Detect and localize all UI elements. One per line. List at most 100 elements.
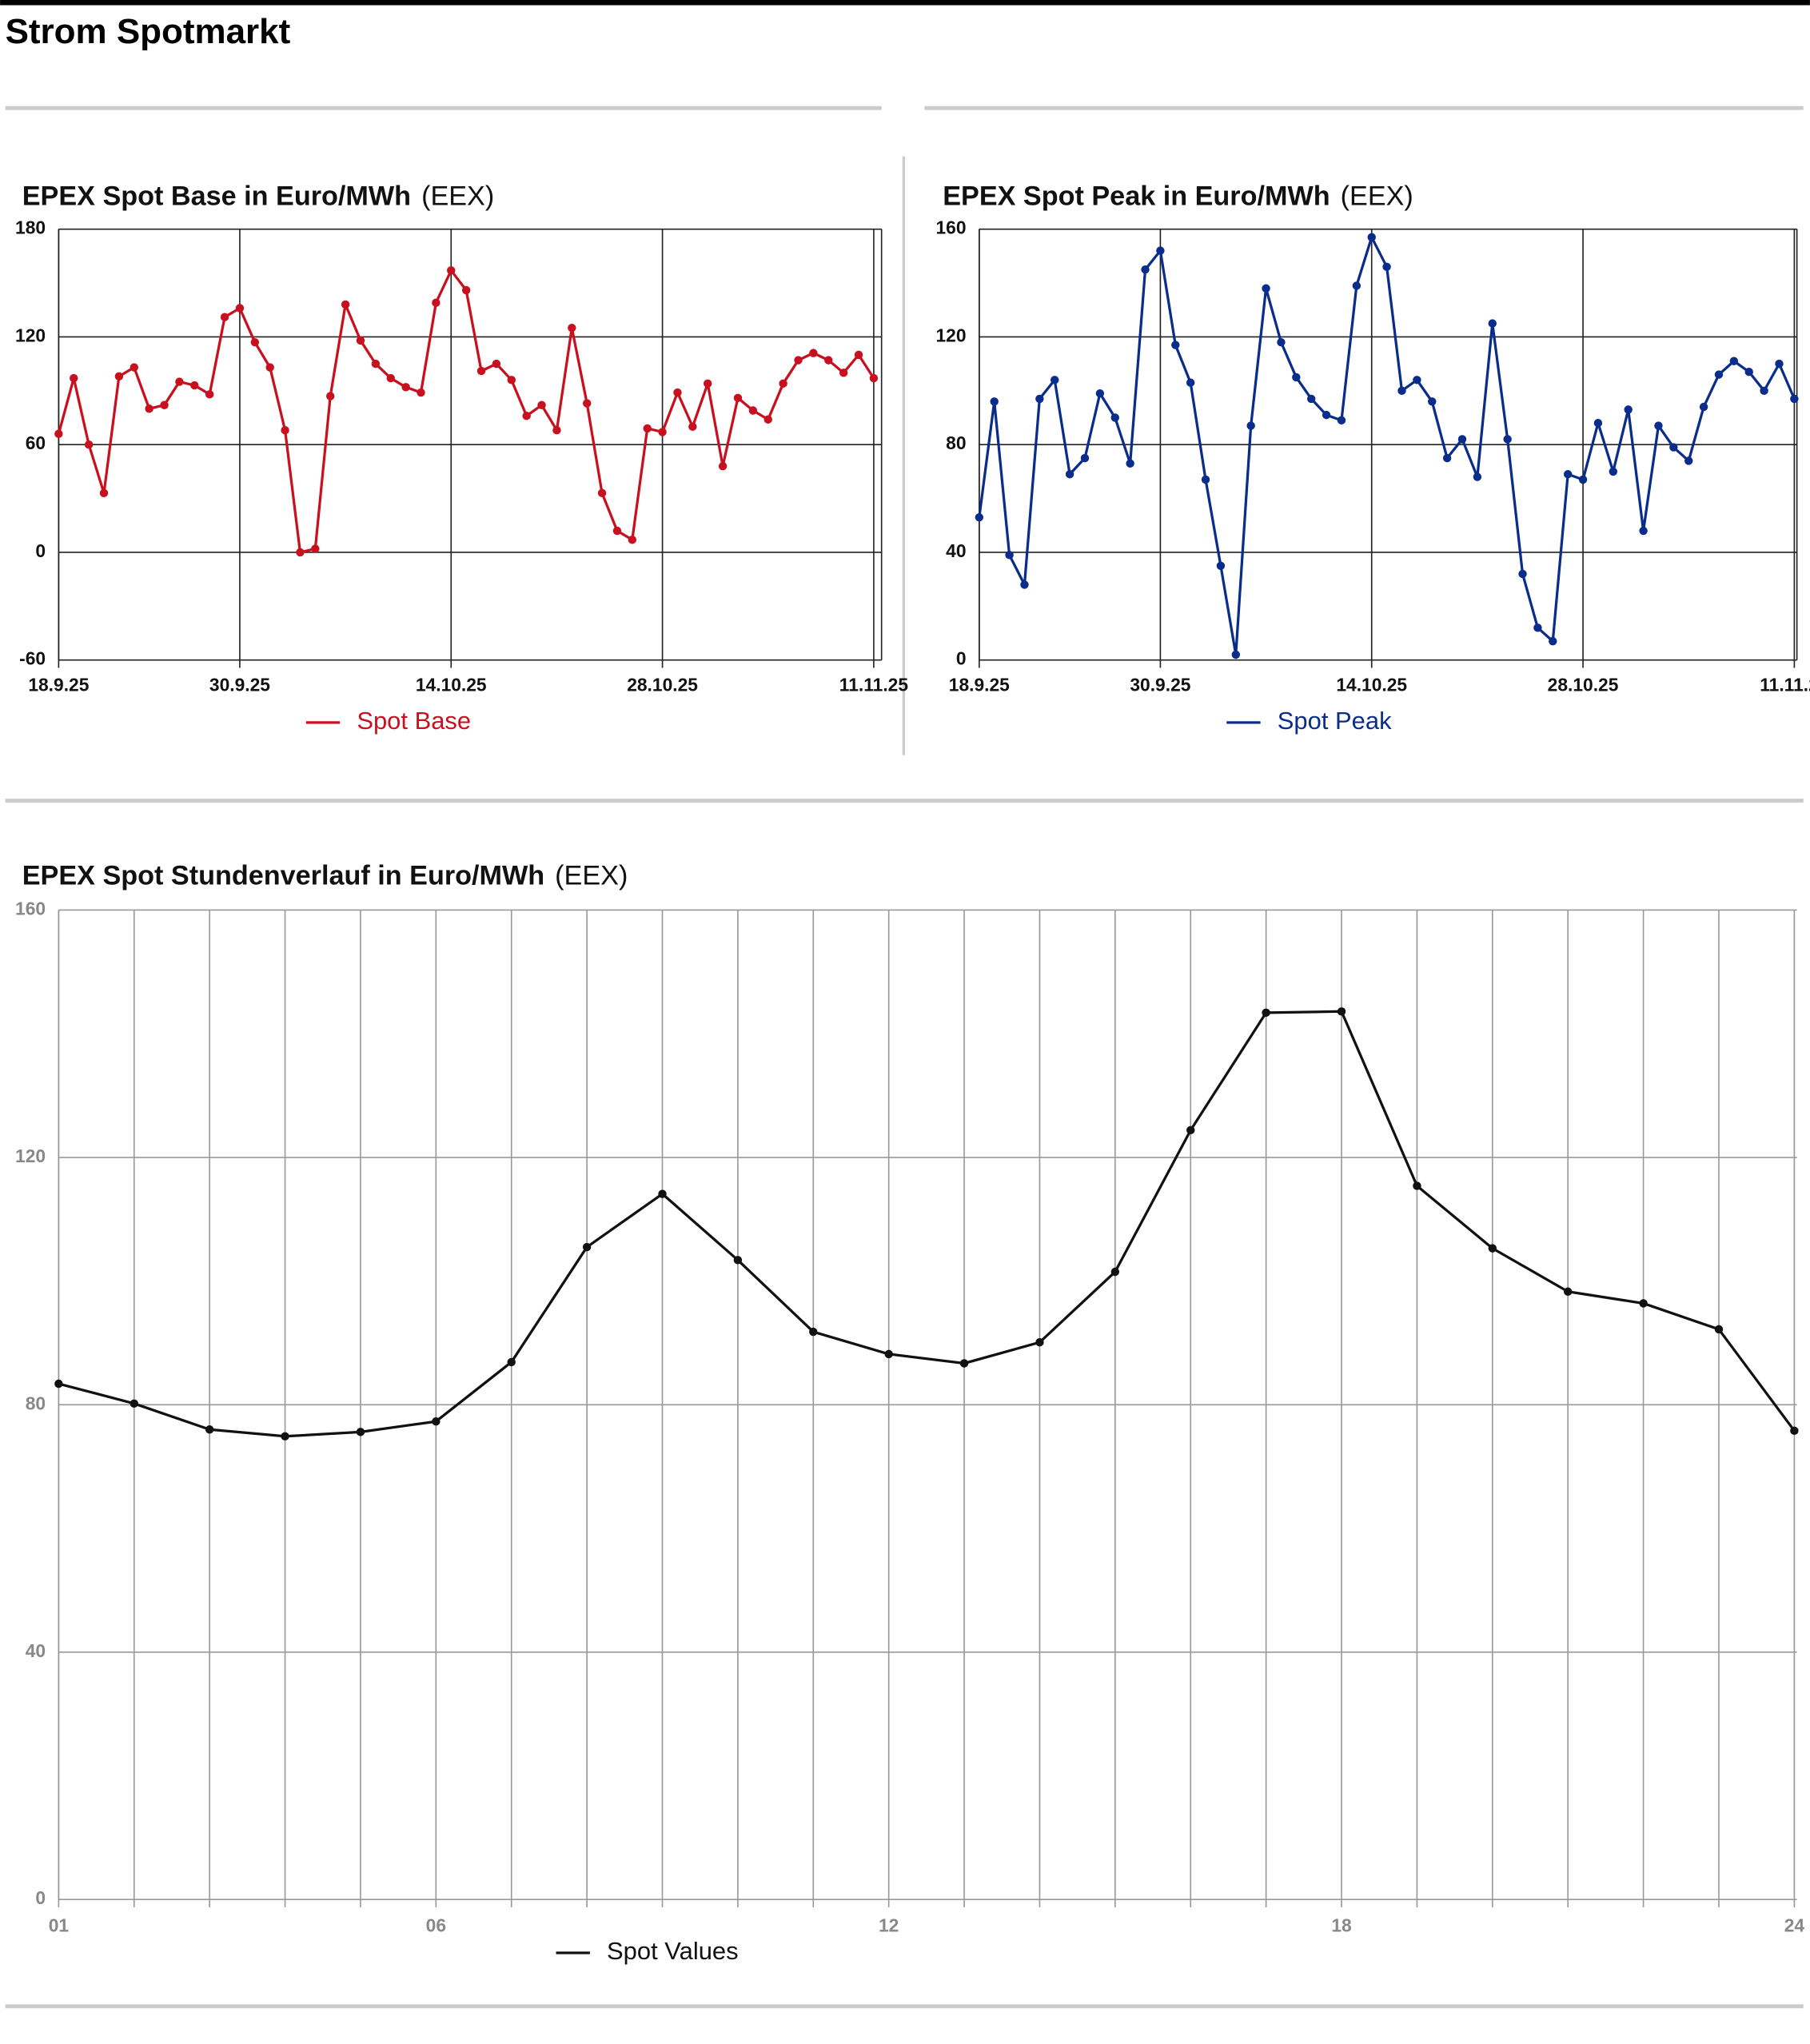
top-rule [0,0,1810,6]
point [401,383,410,392]
point [1035,394,1044,404]
point [748,406,758,415]
point [733,393,743,402]
point [552,426,561,435]
point [1654,421,1663,430]
point [265,363,274,372]
page-title: Strom Spotmarkt [6,12,291,51]
y-tick-label: 120 [15,325,46,345]
point [839,369,848,377]
point [1171,341,1180,349]
point [160,400,169,409]
point [114,372,124,381]
point [1080,453,1090,463]
point [1292,373,1301,382]
point [130,1399,138,1408]
point [1201,475,1210,484]
point [733,1256,743,1265]
point [70,373,78,383]
point [1216,561,1226,571]
x-tick-label: 30.9.25 [209,674,270,695]
point [1473,472,1482,481]
point [1262,284,1270,293]
point [1065,470,1074,479]
point [1413,376,1421,384]
x-tick-label: 28.10.25 [1548,674,1619,695]
point [1593,419,1603,428]
point [371,359,381,369]
point [809,349,818,357]
x-tick-label: 18.9.25 [28,674,89,695]
point [1156,246,1165,255]
point [1126,459,1134,468]
point [250,337,260,347]
legend-label: Spot Peak [1278,707,1392,735]
point [597,488,607,498]
point [1503,435,1512,444]
point [1699,402,1708,412]
point [522,412,531,420]
legend-label: Spot Values [607,1937,739,1965]
y-tick-label: 160 [15,898,46,918]
point [54,1379,63,1389]
x-tick-label: 14.10.25 [416,674,487,695]
point [809,1327,818,1337]
x-tick-label: 12 [879,1915,899,1935]
point [582,399,592,408]
point [884,1349,893,1359]
point [1533,624,1542,632]
x-tick-label: 24 [1784,1915,1805,1935]
point [568,323,576,333]
point [1262,1008,1270,1018]
y-tick-label: 120 [936,325,967,345]
point [341,300,350,309]
y-tick-label: 180 [15,217,46,238]
point [1714,370,1724,379]
point [1729,357,1739,365]
point [1095,388,1105,398]
point [1413,1181,1421,1190]
point [537,400,546,409]
point [1714,1325,1724,1334]
point [869,373,879,383]
point [612,526,622,536]
y-tick-label: 40 [946,540,966,561]
x-tick-label: 18 [1331,1915,1351,1935]
point [779,379,787,388]
y-tick-label: 80 [946,432,966,453]
point [1563,470,1573,479]
point [1790,394,1799,404]
point [507,376,516,384]
point [990,397,999,406]
point [145,404,153,413]
x-tick-label: 30.9.25 [1130,674,1190,695]
point [975,512,984,522]
point [432,1417,441,1426]
point [175,377,184,386]
point [1790,1426,1799,1436]
point [296,548,305,557]
x-tick-label: 11.11.25 [839,674,909,695]
x-tick-label: 06 [426,1915,446,1935]
point [1231,650,1241,659]
y-tick-label: 0 [35,540,46,561]
point [1051,376,1059,384]
line [58,1010,1796,1438]
point [1669,443,1678,452]
point [1141,265,1150,274]
point [356,336,365,345]
y-tick-label: 0 [35,1887,46,1908]
point [959,1359,969,1368]
point [1624,405,1633,414]
point [854,350,863,360]
point [1110,1267,1120,1277]
point [628,536,637,544]
chart-source: (EEX) [421,181,494,212]
legend-label: Spot Base [357,707,471,735]
point [190,381,199,390]
point [1367,233,1376,241]
point [1306,394,1316,404]
point [718,461,728,471]
chart-title: EPEX Spot Base in Euro/MWh (EEX) [22,181,494,212]
y-tick-label: 120 [15,1146,46,1166]
